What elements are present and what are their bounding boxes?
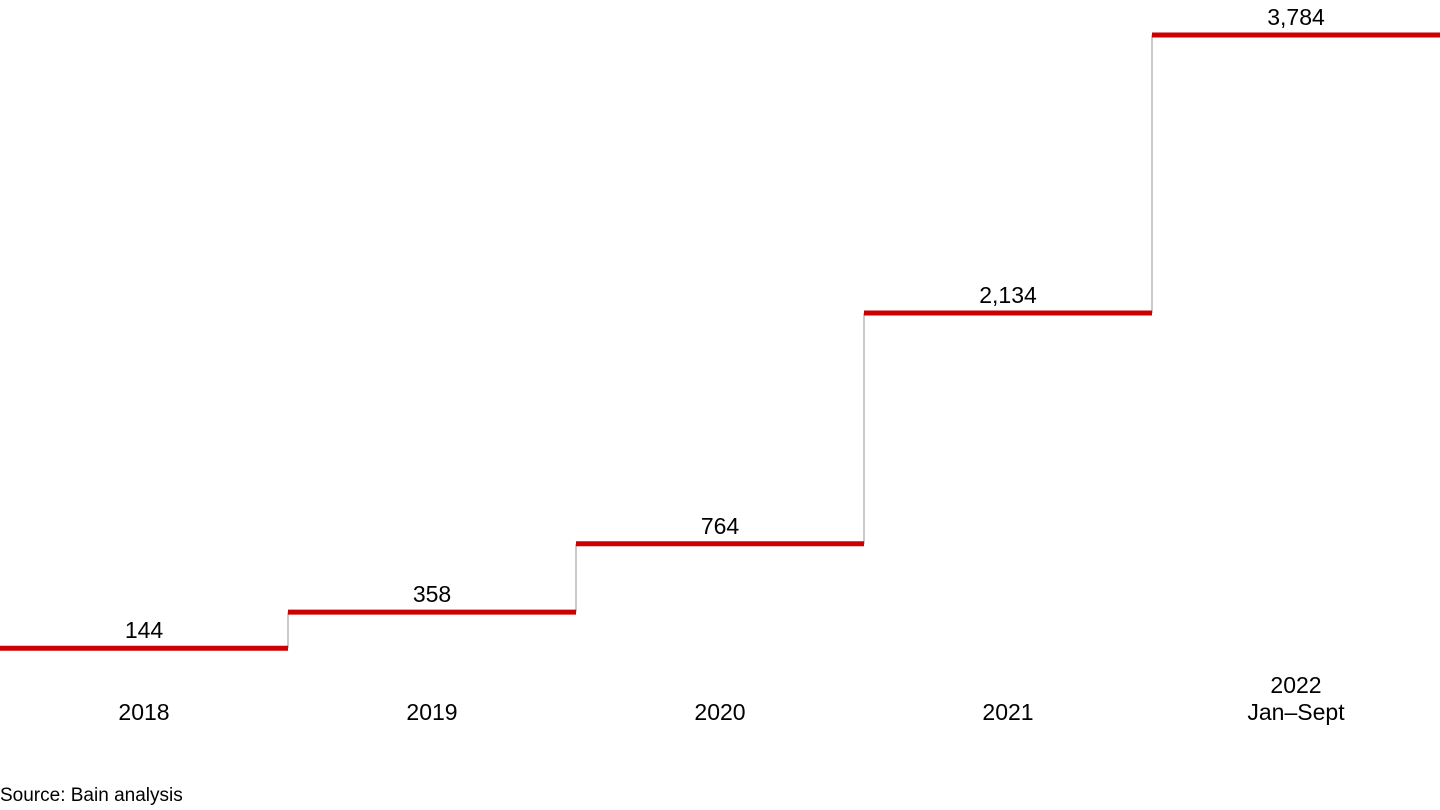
category-label-line: 2021 bbox=[982, 699, 1033, 725]
category-label: 2019 bbox=[406, 699, 457, 725]
step-risers bbox=[287, 35, 1153, 649]
category-label-line: Jan–Sept bbox=[1247, 699, 1345, 725]
category-label-line: 2020 bbox=[694, 699, 745, 725]
source-note: Source: Bain analysis bbox=[0, 785, 183, 806]
category-label-line: 2018 bbox=[118, 699, 169, 725]
category-label: 2022 Jan–Sept bbox=[1247, 672, 1345, 725]
value-label: 144 bbox=[125, 617, 164, 643]
value-label: 764 bbox=[701, 513, 740, 539]
category-label: 2020 bbox=[694, 699, 745, 725]
category-label-line: 2022 bbox=[1270, 672, 1321, 698]
value-label: 358 bbox=[413, 581, 451, 607]
category-labels: 2018 2019 2020 2021 2022 Jan–Sept bbox=[118, 672, 1345, 725]
step-segments bbox=[0, 32, 1440, 651]
value-labels: 144 358 764 2,134 3,784 bbox=[125, 4, 1325, 643]
category-label: 2021 bbox=[982, 699, 1033, 725]
category-label: 2018 bbox=[118, 699, 169, 725]
value-label: 3,784 bbox=[1267, 4, 1325, 30]
value-label: 2,134 bbox=[979, 282, 1037, 308]
category-label-line: 2019 bbox=[406, 699, 457, 725]
